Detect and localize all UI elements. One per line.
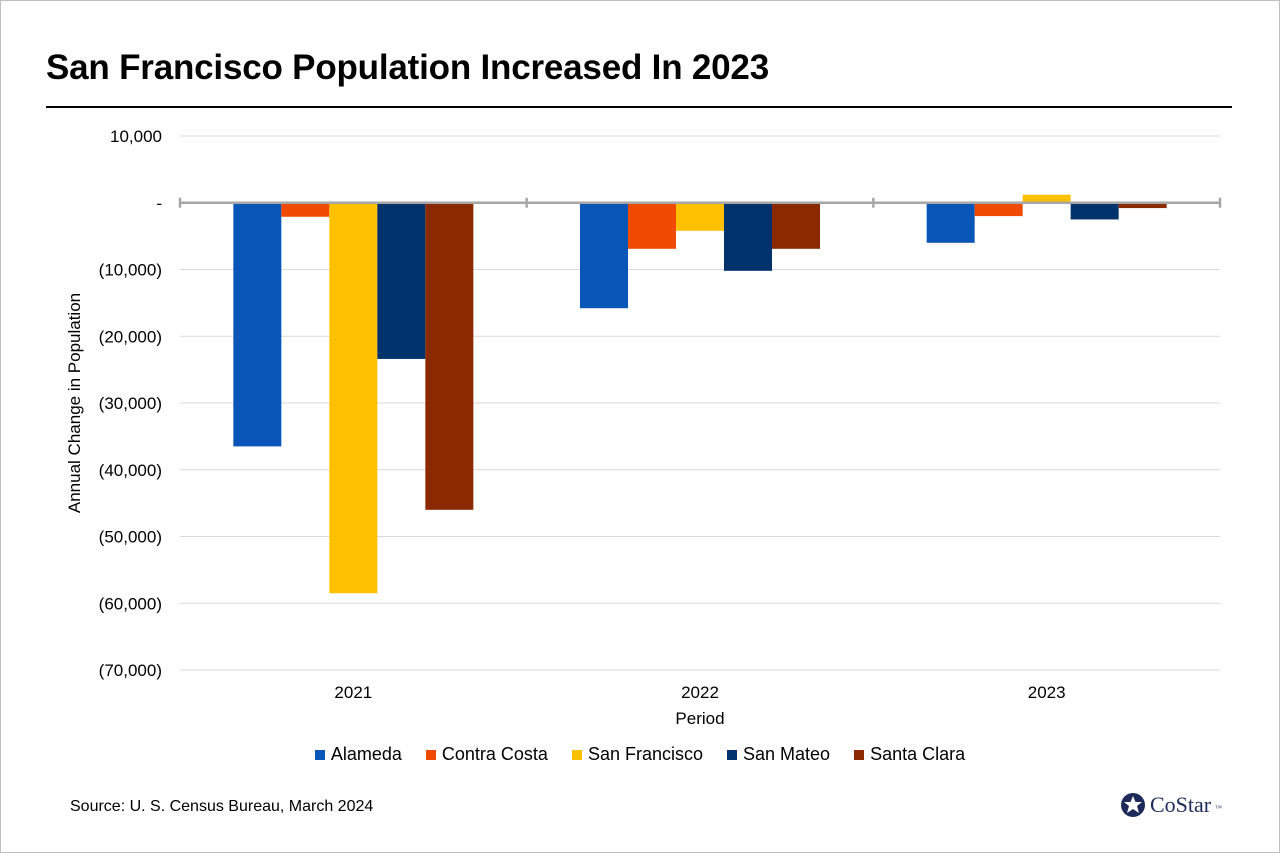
y-tick-label: (10,000) [99,261,162,280]
y-tick-label: (20,000) [99,327,162,346]
y-tick-label: (70,000) [99,661,162,680]
bar-alameda-2023 [926,202,975,243]
legend-label: San Francisco [587,744,704,764]
y-tick-label: - [156,194,162,213]
y-tick-label: (40,000) [99,461,162,480]
y-tick-label: 10,000 [110,127,162,146]
legend-label: Santa Clara [870,744,966,764]
legend-swatch [314,749,325,760]
x-tick-label: 2022 [681,683,719,702]
title-divider [46,106,1232,108]
chart-title: San Francisco Population Increased In 20… [46,48,769,87]
x-axis-title: Period [675,709,724,728]
bars [233,194,1167,594]
bar-santa-clara-2021 [425,202,474,510]
bar-alameda-2021 [233,202,282,447]
y-tick-label: (60,000) [99,594,162,613]
bar-san-mateo-2021 [377,202,426,359]
legend-item-contra-costa: Contra Costa [425,744,548,765]
legend-label: Contra Costa [441,744,548,764]
bar-san-francisco-2023 [1022,194,1071,203]
bar-contra-costa-2022 [628,202,676,249]
legend-label: San Mateo [743,744,831,764]
legend: Alameda Contra Costa San Francisco San Mate… [0,744,1280,765]
legend-swatch [425,749,436,760]
legend-swatch [571,749,582,760]
x-tick-label: 2021 [334,683,372,702]
bar-contra-costa-2023 [974,202,1023,217]
bar-san-mateo-2023 [1070,202,1119,220]
costar-star-icon [1121,793,1145,817]
zero-axis [178,197,1222,208]
legend-item-san-mateo: San Mateo [727,744,830,765]
legend-swatch [854,749,865,760]
bar-san-francisco-2022 [676,202,724,231]
source-note: Source: U. S. Census Bureau, March 2024 [70,798,374,815]
legend-label: Alameda [330,744,402,764]
bar-san-francisco-2021 [329,202,378,594]
logo-tm: ™ [1215,804,1222,812]
legend-item-san-francisco: San Francisco [571,744,704,765]
logo-text: CoStar [1150,792,1212,817]
bar-contra-costa-2021 [281,202,330,217]
legend-item-alameda: Alameda [314,744,402,765]
bar-chart: 10,000 - (10,000) (20,000) (30,000) (40,000) (… [65,127,1222,728]
y-axis-title: Annual Change in Population [65,293,84,513]
x-axis-ticks: 2021 2022 2023 [334,683,1065,702]
legend-item-santa-clara: Santa Clara [854,744,965,765]
costar-logo: CoStar ™ [1120,792,1222,818]
bar-alameda-2022 [580,202,628,309]
legend-swatch [727,749,738,760]
bar-santa-clara-2022 [772,202,820,249]
y-tick-label: (30,000) [99,394,162,413]
x-tick-label: 2023 [1028,683,1066,702]
y-tick-label: (50,000) [99,528,162,547]
bar-santa-clara-2023 [1118,202,1167,209]
y-axis-ticks: 10,000 - (10,000) (20,000) (30,000) (40,000) (… [99,127,162,680]
bar-san-mateo-2022 [724,202,772,271]
